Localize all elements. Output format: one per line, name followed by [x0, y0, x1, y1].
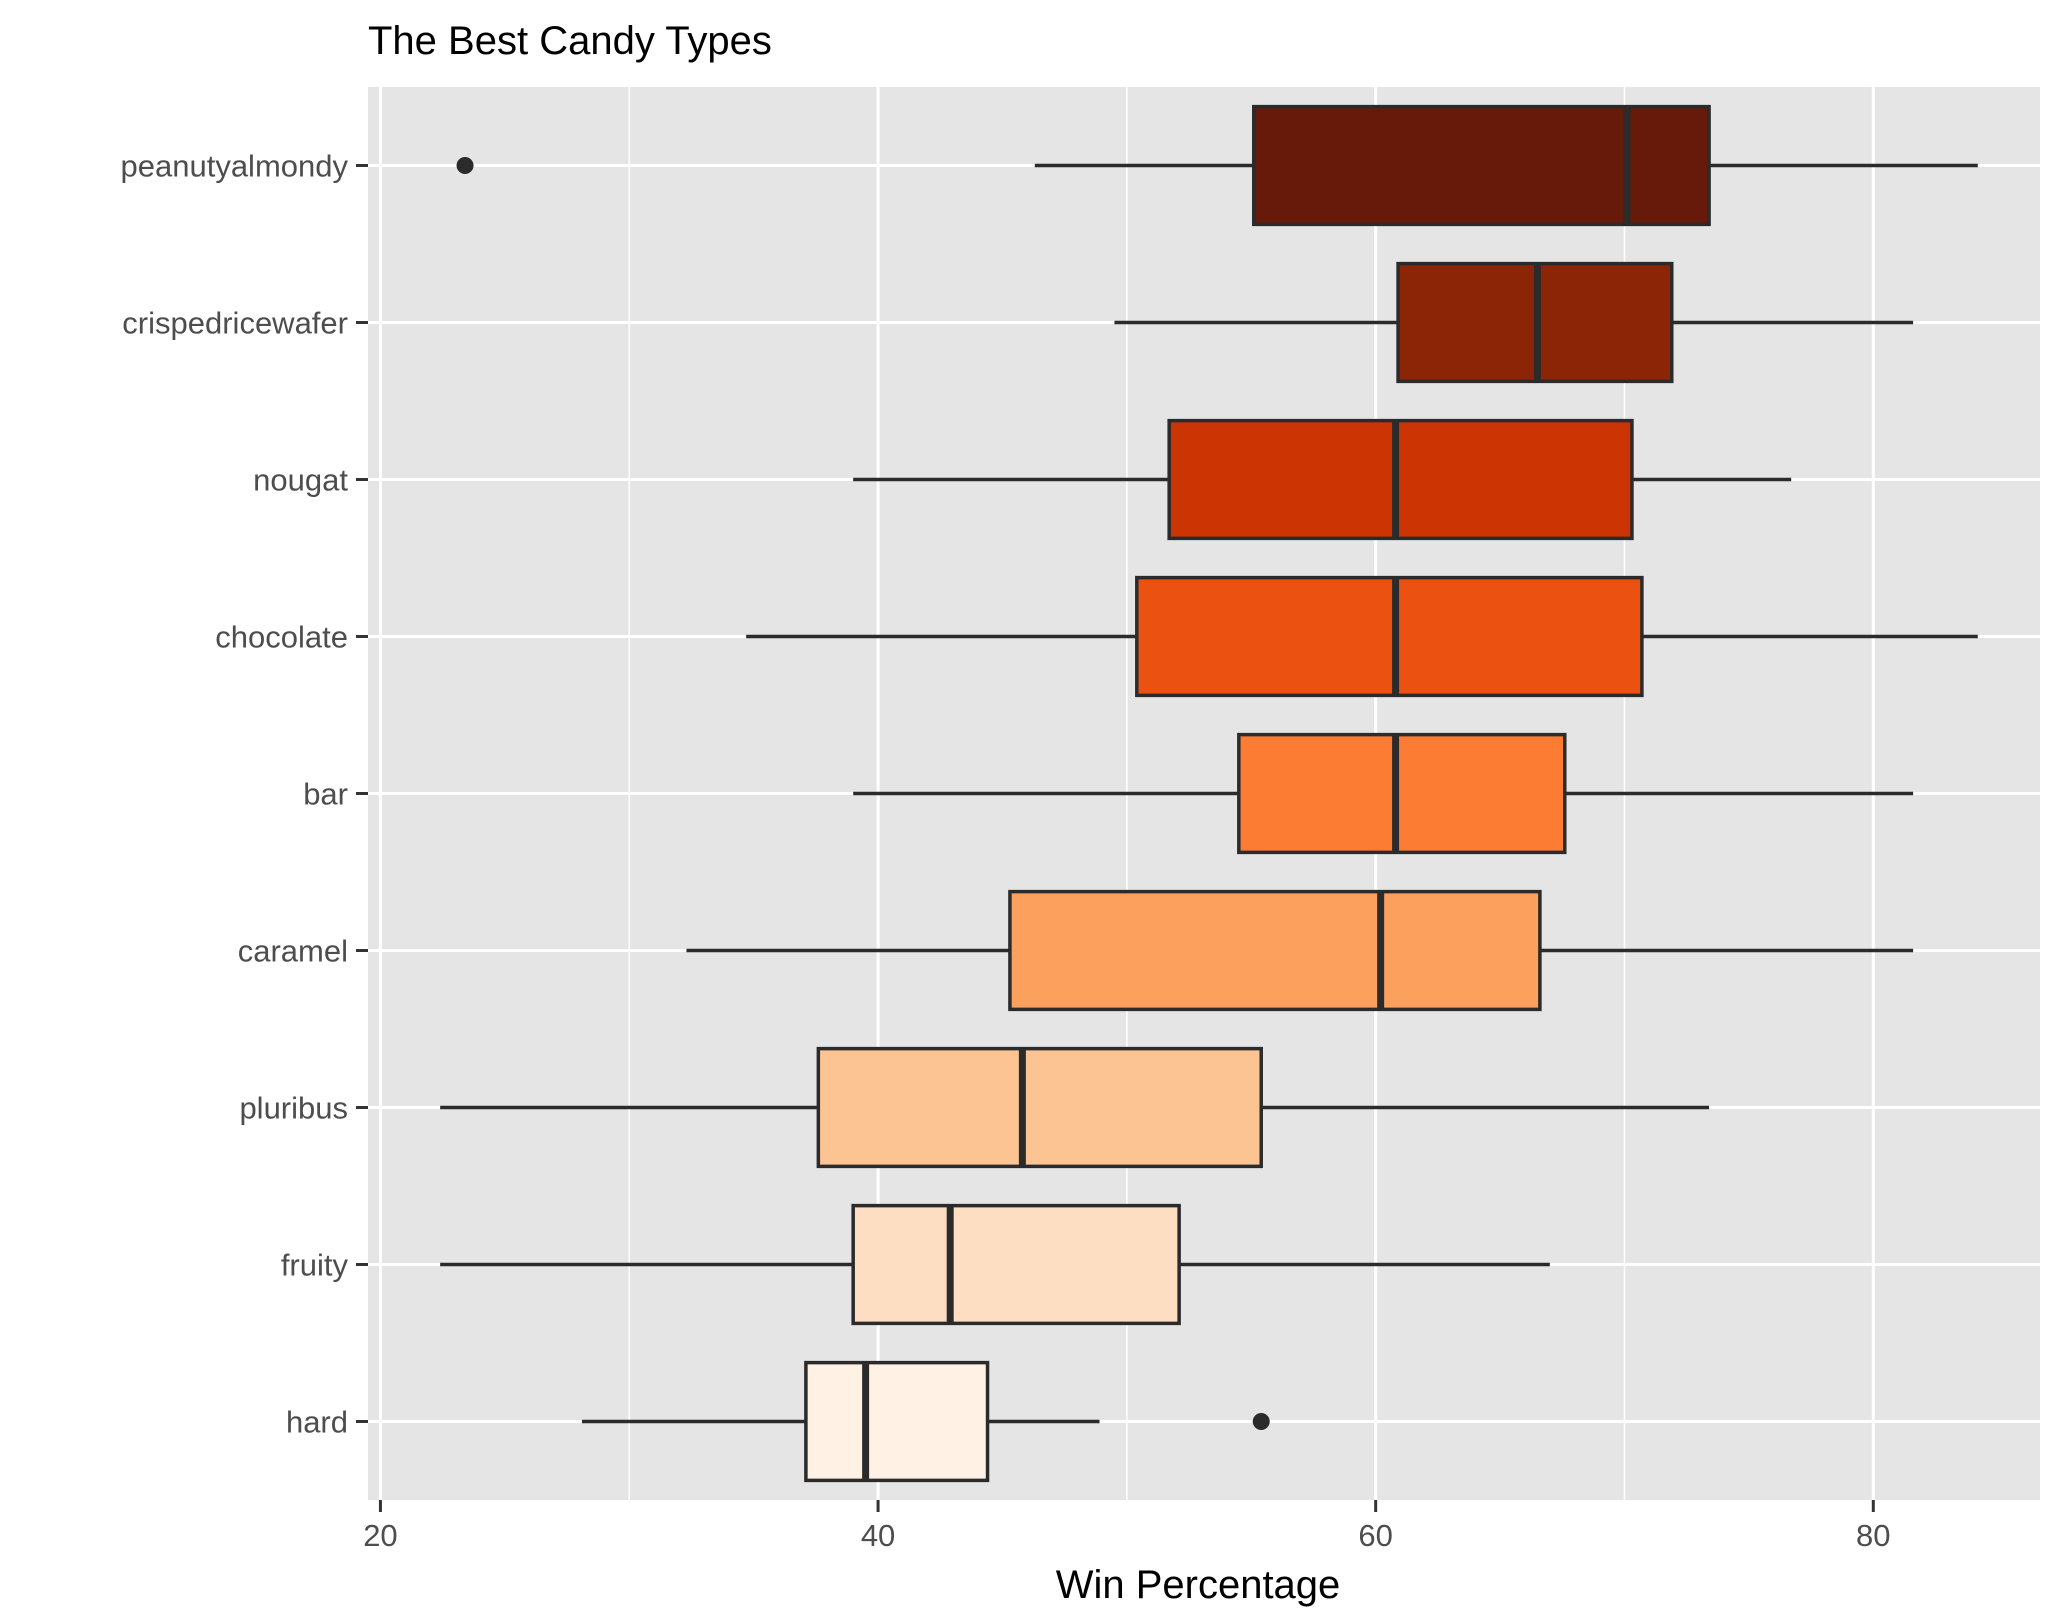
- box-bar: [853, 732, 1914, 855]
- box-iqr: [1237, 732, 1567, 855]
- box-iqr: [816, 1046, 1263, 1169]
- box-iqr: [804, 1360, 990, 1483]
- y-tick-label: caramel: [238, 934, 348, 969]
- x-axis-title: Win Percentage: [1056, 1563, 1341, 1607]
- y-tick-label: hard: [286, 1405, 348, 1440]
- x-tick-label: 80: [1856, 1518, 1890, 1553]
- box-iqr: [1252, 104, 1711, 227]
- box-peanutyalmondy: [456, 104, 1978, 227]
- x-tick-label: 20: [363, 1518, 397, 1553]
- box-fruity: [440, 1203, 1550, 1326]
- box-nougat: [853, 418, 1792, 541]
- box-caramel: [686, 889, 1914, 1012]
- y-tick-label: peanutyalmondy: [121, 149, 349, 184]
- y-tick-label: nougat: [253, 463, 348, 498]
- y-tick-label: crispedricewafer: [122, 306, 348, 341]
- box-pluribus: [440, 1046, 1710, 1169]
- box-hard: [581, 1360, 1270, 1483]
- x-tick-label: 40: [861, 1518, 895, 1553]
- y-tick-label: chocolate: [215, 620, 348, 655]
- x-tick-label: 60: [1358, 1518, 1392, 1553]
- y-tick-label: bar: [303, 777, 348, 812]
- box-iqr: [1167, 418, 1634, 541]
- outlier-point: [456, 157, 474, 174]
- boxes: [440, 104, 1978, 1483]
- box-crispedricewafer: [1114, 261, 1914, 384]
- box-iqr: [1008, 889, 1542, 1012]
- x-axis: 20 40 60 80: [363, 1500, 1891, 1553]
- box-iqr: [851, 1203, 1181, 1326]
- box-iqr: [1135, 575, 1644, 698]
- outlier-point: [1252, 1413, 1270, 1430]
- box-chocolate: [746, 575, 1978, 698]
- y-tick-label: pluribus: [239, 1091, 348, 1126]
- y-tick-label: fruity: [281, 1248, 349, 1283]
- y-axis: peanutyalmondy crispedricewafer nougat choc…: [121, 149, 368, 1440]
- chart-title: The Best Candy Types: [368, 19, 772, 63]
